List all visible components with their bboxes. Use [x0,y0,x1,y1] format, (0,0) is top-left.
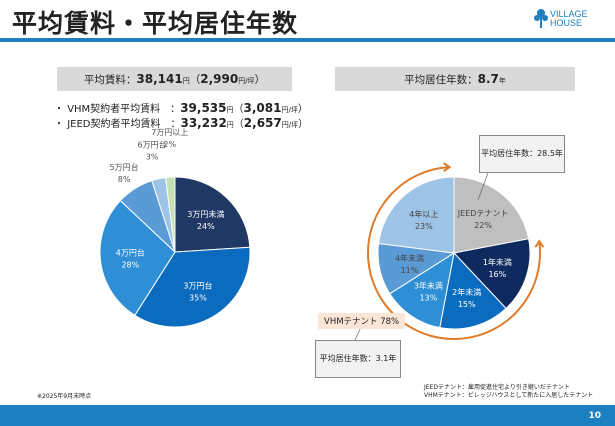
tree-icon [534,9,548,28]
bullet-label: VHM契約者平均賃料 ： [67,104,181,115]
slice-category-label: JEEDテナント [457,209,509,218]
unit: 円 [182,77,190,85]
pie-slice-1 [453,176,530,254]
callout-leader [477,172,489,201]
slice-category-label: 4万円台 [116,248,145,258]
footnotes: JEEDテナント：雇用促進住宅より引き継いだテナント VHMテナント：ビレッジハウ… [424,384,593,400]
pie-slice-3 [439,251,507,330]
slice-value-label: 8% [118,175,131,184]
bullet-value: 39,535 [180,101,227,115]
slice-category-label: 2年未満 [452,287,481,297]
vhm-share-label: VHMテナント 78% [318,313,406,329]
avg-rent-label: 平均賃料： [83,74,137,86]
note-jeed: JEEDテナント：雇用促進住宅より引き継いだテナント [424,384,570,391]
unit: 円 [226,121,234,129]
header-rule [0,38,615,42]
unit: 年 [498,77,506,85]
note-vhm: VHMテナント：ビレッジハウスとして新たに入居したテナント [424,392,594,399]
vhm-rent-bullet: ・ VHM契約者平均賃料 ：39,535円（3,081円/坪） [54,101,308,115]
slice-category-label: 6万円台 [138,140,167,150]
avg-tenure-label: 平均居住年数： [404,74,478,86]
avg-rent-per-tsubo: 2,990 [200,72,239,86]
unit: 円 [226,106,234,114]
pie-slice-2 [453,238,531,310]
slice-value-label: 16% [488,270,506,279]
page-title: 平均賃料・平均居住年数 [12,9,299,38]
slice-category-label: 4年未満 [395,253,424,263]
pie-slice-1 [174,176,251,253]
logo-line1: VILLAGE [550,9,588,19]
slice-value-label: 35% [189,294,207,303]
slice-category-label: 4年以上 [409,209,438,219]
arrow-head-icon [534,239,545,248]
unit: 円/坪 [281,106,298,114]
logo-line2: HOUSE [550,18,583,28]
pie-slice-4 [389,251,455,329]
pie-slice-2 [134,246,251,328]
bullet-per-tsubo: 2,657 [243,116,282,130]
bullet-per-tsubo: 3,081 [243,101,282,115]
avg-tenure-box: 平均居住年数：8.7年 [335,67,575,91]
jeed-rent-bullet: ・ JEED契約者平均賃料 ：33,232円（2,657円/坪） [54,116,309,130]
slice-value-label: 15% [458,300,476,309]
pie-slice-6 [378,176,455,254]
slice-category-label: 3年未満 [414,281,443,291]
footer-bar: 10 [0,405,615,426]
paren: ） [298,119,309,130]
date-note: ※2025年9月末時点 [37,393,92,400]
avg-tenure-value: 8.7 [477,72,499,86]
paren: （ [233,104,244,115]
callout-leader [354,326,362,341]
bullet-label: JEED契約者平均賃料 ： [67,119,181,130]
unit: 円/坪 [281,121,299,129]
slice-value-label: 13% [419,294,437,303]
paren: ） [254,74,266,86]
unit: 円/坪 [238,77,255,85]
paren: （ [233,119,244,130]
jeed-tenure-callout: 平均居住年数：28.5年 [479,135,565,173]
slice-category-label: 3万円台 [183,281,212,291]
vhm-tenure-callout: 平均居住年数：3.1年 [315,340,401,378]
slice-category-label: 3万円未満 [187,209,224,219]
slice-value-label: 3% [146,153,159,162]
slice-value-label: 22% [474,221,492,230]
slice-value-label: 23% [415,222,433,231]
slice-value-label: 28% [121,261,139,270]
slice-value-label: 11% [401,266,419,275]
avg-rent-value: 38,141 [136,72,183,86]
page-number: 10 [588,411,601,421]
bullet-value: 33,232 [180,116,227,130]
paren: （ [189,74,201,86]
slice-category-label: 5万円台 [110,162,139,172]
arrow-head-icon [443,162,452,173]
slice-value-label: 2% [163,140,176,149]
pie-slice-6 [165,176,176,253]
slice-category-label: 1年未満 [483,257,512,267]
slice-category-label: 7万円以上 [151,128,188,137]
pie-slice-3 [99,199,176,317]
paren: ） [297,104,308,115]
slice-value-label: 24% [197,222,215,231]
avg-rent-box: 平均賃料：38,141円（2,990円/坪） [57,67,292,91]
